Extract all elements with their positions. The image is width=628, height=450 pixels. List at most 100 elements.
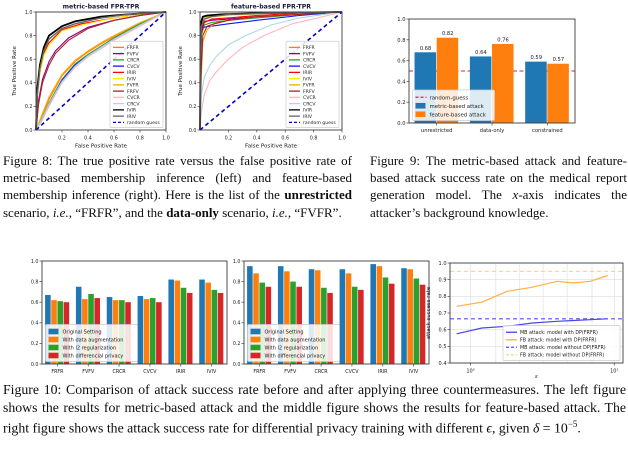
svg-text:With data augmentation: With data augmentation [63, 337, 124, 343]
svg-text:0.6: 0.6 [25, 57, 33, 63]
svg-text:MB attack: model without DP(FR: MB attack: model without DP(FRFR) [520, 345, 606, 351]
svg-text:FVFR: FVFR [303, 83, 315, 89]
svg-text:CVCR: CVCR [127, 95, 141, 101]
svg-text:0.6: 0.6 [189, 57, 197, 63]
svg-text:CVCV: CVCV [143, 369, 157, 375]
svg-text:1.0: 1.0 [338, 135, 346, 141]
svg-text:0.0: 0.0 [233, 362, 241, 368]
svg-text:1.0: 1.0 [439, 261, 447, 267]
svg-text:1.0: 1.0 [31, 259, 39, 265]
svg-text:unrestricted: unrestricted [421, 128, 452, 134]
svg-text:1.0: 1.0 [189, 10, 197, 16]
svg-text:0.7: 0.7 [439, 311, 447, 317]
svg-text:With l2 regularization: With l2 regularization [265, 345, 319, 351]
svg-text:False Positive Rate: False Positive Rate [245, 143, 298, 148]
svg-text:CRCV: CRCV [303, 101, 316, 107]
svg-text:metric-based FPR-TPR: metric-based FPR-TPR [63, 4, 140, 11]
fig8-right-svg: 0.2 0.4 0.6 0.8 1.0 0.0 0.2 0.4 0.6 0.8 1.0 feature… [178, 4, 346, 150]
svg-text:IRIR: IRIR [176, 369, 186, 375]
svg-text:0.8: 0.8 [397, 38, 405, 44]
svg-text:MB attack: model with DP(FRFR): MB attack: model with DP(FRFR) [520, 330, 598, 336]
figure9-attack-success-chart: 0.68 0.64 0.59 0.82 0.76 0.57 unrestricted data… [366, 7, 624, 143]
svg-text:CRCR: CRCR [113, 369, 127, 375]
svg-text:0.2: 0.2 [397, 100, 405, 106]
svg-text:0.8: 0.8 [136, 135, 144, 141]
svg-text:metric-based attack: metric-based attack [430, 104, 485, 110]
svg-text:0.2: 0.2 [225, 135, 233, 141]
svg-text:With l2 regularization: With l2 regularization [63, 345, 117, 351]
svg-text:FB attack: model without DP(FR: FB attack: model without DP(FRFR) [520, 353, 604, 359]
svg-text:FVFV: FVFV [127, 51, 139, 57]
svg-text:constrained: constrained [532, 128, 563, 134]
svg-text:CRCV: CRCV [127, 101, 140, 107]
svg-text:feature-based FPR-TPR: feature-based FPR-TPR [231, 4, 311, 11]
svg-text:0.59: 0.59 [530, 55, 542, 61]
svg-text:FB attack: model with DP(FRFR): FB attack: model with DP(FRFR) [520, 338, 597, 344]
fig10-right-svg: 10⁰ 10¹ 0.4 0.5 0.6 0.7 0.8 0.9 1.0 ε attack succe… [426, 261, 624, 380]
figure10-feature-bar-chart: FRFR FVFV CRCR CVCV IRIR IVIV 0.0 0.2 0.4 0.6 0.8 1… [226, 256, 432, 376]
svg-text:0.8: 0.8 [31, 279, 39, 285]
svg-text:0.8: 0.8 [25, 33, 33, 39]
svg-text:With data augmentation: With data augmentation [265, 337, 326, 343]
svg-text:0.4: 0.4 [25, 81, 33, 87]
svg-text:0.8: 0.8 [233, 279, 241, 285]
svg-text:0.9: 0.9 [439, 278, 447, 284]
svg-text:CRCR: CRCR [315, 369, 329, 375]
svg-text:attack success rate: attack success rate [426, 286, 432, 339]
fig10-left-svg: FRFR FVFV CRCR CVCV IRIR IVIV 0.0 0.2 0.4 0.6 0.8 1… [31, 259, 228, 375]
svg-text:0.0: 0.0 [25, 128, 33, 134]
svg-text:FRFV: FRFV [303, 89, 315, 95]
figure8-metric-roc-chart: 0.2 0.4 0.6 0.8 1.0 0.0 0.2 0.4 0.6 0.8 1.0 metric-… [10, 2, 172, 150]
svg-text:True Positive Rate: True Positive Rate [178, 46, 184, 97]
svg-text:FRFR: FRFR [253, 369, 266, 375]
svg-text:0.4: 0.4 [31, 321, 39, 327]
svg-text:ε: ε [535, 374, 538, 380]
svg-text:0.6: 0.6 [110, 135, 118, 141]
svg-text:0.82: 0.82 [442, 31, 454, 37]
svg-text:IRIV: IRIV [127, 114, 137, 120]
figure10-dp-epsilon-line-chart: 10⁰ 10¹ 0.4 0.5 0.6 0.7 0.8 0.9 1.0 ε attack succe… [424, 250, 626, 380]
svg-text:CVCR: CVCR [303, 95, 317, 101]
svg-text:0.6: 0.6 [233, 300, 241, 306]
figure10-caption: Figure 10: Comparison of attack success … [3, 382, 626, 436]
svg-text:FVFV: FVFV [284, 369, 297, 375]
svg-text:0.64: 0.64 [475, 50, 487, 56]
svg-text:random guess: random guess [303, 120, 336, 126]
svg-text:0.8: 0.8 [310, 135, 318, 141]
svg-text:CVCV: CVCV [345, 369, 359, 375]
svg-text:FVFV: FVFV [82, 369, 95, 375]
svg-text:CVCV: CVCV [303, 64, 317, 70]
svg-text:Original Setting: Original Setting [265, 329, 304, 335]
svg-text:0.8: 0.8 [439, 294, 447, 300]
svg-text:FRFV: FRFV [127, 89, 139, 95]
svg-text:data-only: data-only [480, 128, 505, 134]
svg-text:IVIR: IVIR [127, 108, 137, 114]
svg-text:0.0: 0.0 [189, 128, 197, 134]
svg-text:CRCR: CRCR [127, 58, 140, 64]
svg-text:With differencial privacy: With differencial privacy [265, 353, 326, 359]
svg-text:IRIR: IRIR [378, 369, 388, 375]
svg-text:FRFR: FRFR [127, 45, 139, 51]
svg-text:random guess: random guess [127, 120, 160, 126]
svg-text:IRIR: IRIR [127, 70, 137, 76]
svg-text:FVFV: FVFV [303, 51, 315, 57]
svg-text:0.2: 0.2 [25, 104, 33, 110]
svg-text:0.2: 0.2 [233, 341, 241, 347]
figure9-caption: Figure 9: The metric-based attack and fe… [370, 153, 627, 220]
svg-text:1.0: 1.0 [162, 135, 170, 141]
svg-text:IVIR: IVIR [303, 108, 313, 114]
svg-text:0.6: 0.6 [397, 59, 405, 65]
svg-text:10⁰: 10⁰ [466, 369, 474, 375]
figure10-metric-bar-chart: FRFR FVFV CRCR CVCV IRIR IVIV 0.0 0.2 0.4 0.6 0.8 1… [24, 256, 230, 376]
svg-text:0.68: 0.68 [420, 46, 432, 52]
svg-text:feature-based attack: feature-based attack [430, 112, 487, 118]
svg-text:1.0: 1.0 [233, 259, 241, 265]
figure8-feature-roc-chart: 0.2 0.4 0.6 0.8 1.0 0.0 0.2 0.4 0.6 0.8 1.0 feature… [176, 2, 348, 150]
svg-text:IVIV: IVIV [409, 369, 419, 375]
svg-text:0.8: 0.8 [189, 33, 197, 39]
svg-text:CRCR: CRCR [303, 58, 316, 64]
svg-text:FRFR: FRFR [51, 369, 64, 375]
svg-text:False Positive Rate: False Positive Rate [75, 143, 128, 148]
svg-text:10¹: 10¹ [610, 369, 618, 375]
svg-text:1.0: 1.0 [397, 17, 405, 23]
